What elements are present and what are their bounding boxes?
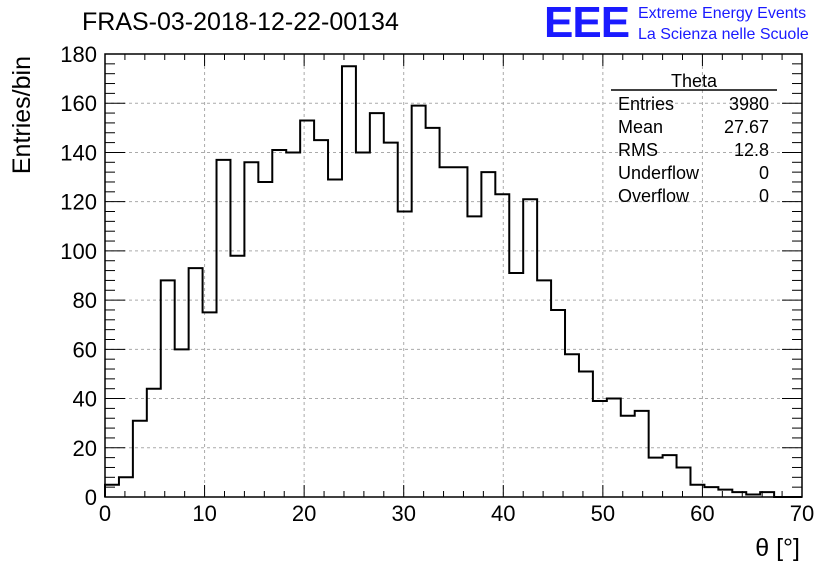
histogram-bin	[551, 310, 565, 497]
stats-row-label: Overflow	[618, 186, 690, 206]
histogram-bin	[649, 458, 663, 497]
histogram-bin	[244, 162, 258, 497]
histogram-bin	[718, 490, 732, 497]
histogram-bin	[607, 399, 621, 497]
histogram-bin	[230, 256, 244, 497]
histogram-bin	[467, 216, 481, 497]
logo-text-line-1: Extreme Energy Events	[638, 5, 807, 22]
histogram-bin	[704, 487, 718, 497]
x-tick-label: 60	[690, 501, 714, 526]
histogram-bin	[677, 467, 691, 497]
stats-row-value: 0	[759, 186, 769, 206]
x-tick-labels: 0 10 20 30 40 50 60 70	[99, 501, 814, 526]
y-tick-label: 120	[60, 190, 97, 215]
histogram-bin	[384, 143, 398, 497]
stats-row-value: 12.8	[734, 140, 769, 160]
y-tick-label: 100	[60, 239, 97, 264]
stats-row-label: Mean	[618, 117, 663, 137]
y-tick-label: 140	[60, 140, 97, 165]
y-tick-label: 20	[73, 436, 97, 461]
x-tick-label: 70	[790, 501, 814, 526]
stats-row-label: Underflow	[618, 163, 700, 183]
histogram-bin	[342, 66, 356, 497]
x-tick-label: 0	[99, 501, 111, 526]
histogram-outline	[104, 65, 802, 498]
stats-row-label: Entries	[618, 94, 674, 114]
y-tick-label: 0	[85, 485, 97, 510]
histogram-bin	[663, 455, 677, 497]
histogram-bin	[565, 354, 579, 497]
histogram-bin	[119, 477, 133, 497]
histogram-bin	[426, 128, 440, 497]
histogram-bin	[258, 182, 272, 497]
stats-row-value: 27.67	[724, 117, 769, 137]
stats-title: Theta	[671, 71, 718, 91]
histogram-bins	[104, 65, 802, 498]
plot-frame	[104, 53, 803, 498]
histogram-bin	[398, 212, 412, 497]
histogram-bin	[412, 106, 426, 497]
x-axis-label: θ [°]	[755, 534, 800, 562]
logo-text-line-2: La Scienza nelle Scuole	[638, 26, 809, 43]
chart-title: FRAS-03-2018-12-22-00134	[82, 8, 399, 36]
histogram-bin	[635, 411, 649, 497]
x-tick-label: 50	[591, 501, 615, 526]
grid-lines	[105, 54, 802, 497]
histogram-bin	[328, 180, 342, 497]
histogram-bin	[147, 389, 161, 497]
histogram-bin	[175, 349, 189, 497]
histogram-bin	[314, 140, 328, 497]
x-tick-label: 10	[192, 501, 216, 526]
histogram-bin	[523, 199, 537, 497]
histogram-bin	[579, 371, 593, 497]
y-axis-label: Entries/bin	[8, 56, 36, 174]
y-tick-label: 60	[73, 337, 97, 362]
y-tick-label: 40	[73, 387, 97, 412]
histogram-bin	[300, 120, 314, 497]
x-tick-label: 40	[491, 501, 515, 526]
histogram-bin	[217, 160, 231, 497]
histogram-bin	[356, 152, 370, 497]
histogram-bin	[509, 273, 523, 497]
histogram-bin	[370, 113, 384, 497]
histogram-bin	[133, 421, 147, 497]
eee-logo-mark: EEE	[544, 0, 630, 47]
y-tick-label: 180	[60, 42, 97, 67]
y-tick-label: 160	[60, 91, 97, 116]
histogram-bin	[593, 401, 607, 497]
x-tick-label: 30	[391, 501, 415, 526]
y-tick-label: 80	[73, 288, 97, 313]
x-tick-label: 20	[292, 501, 316, 526]
eee-logo: EEE Extreme Energy Events La Scienza nel…	[544, 0, 836, 48]
stats-row-label: RMS	[618, 140, 658, 160]
histogram-bin	[105, 485, 119, 497]
histogram-bin	[537, 280, 551, 497]
stats-rows: Entries 3980 Mean 27.67 RMS 12.8 Underflow 0 Ove…	[618, 94, 769, 206]
y-tick-labels: 0 20 40 60 80 100 120 140 160 180	[60, 42, 97, 510]
stats-row-value: 3980	[729, 94, 769, 114]
stats-box: Theta Entries 3980 Mean 27.67 RMS 12.8 Underfl…	[611, 71, 777, 206]
histogram-bin	[495, 194, 509, 497]
histogram-bin	[161, 280, 175, 497]
axis-ticks	[104, 53, 803, 498]
histogram-bin	[621, 416, 635, 497]
histogram-bin	[189, 268, 203, 497]
stats-row-value: 0	[759, 163, 769, 183]
histogram-bin	[286, 152, 300, 497]
